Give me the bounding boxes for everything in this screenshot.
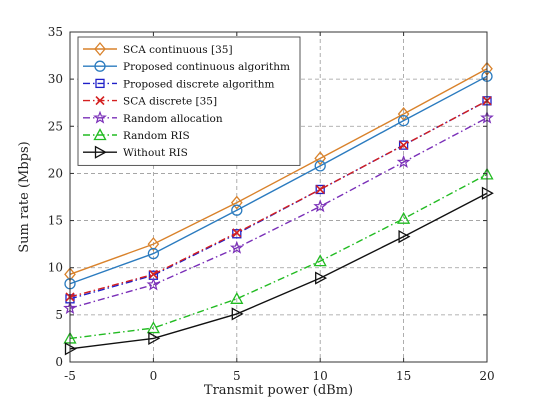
legend-label: Proposed discrete algorithm (123, 78, 274, 90)
series-line (69, 75, 488, 285)
data-point (146, 277, 161, 291)
series-line (69, 117, 488, 309)
series-line (69, 68, 488, 275)
y-tick-label: 20 (48, 166, 63, 180)
data-point (315, 184, 325, 195)
y-tick-label: 30 (48, 72, 63, 86)
y-axis-title: Sum rate (Mbps) (17, 141, 32, 253)
legend-marker (94, 41, 106, 57)
legend-label: Without RIS (123, 147, 188, 159)
data-point (398, 140, 409, 150)
y-tick-label: 35 (48, 25, 63, 39)
plot-frame (69, 31, 488, 363)
data-point (314, 151, 327, 166)
data-point (398, 230, 411, 244)
legend-label: Proposed continuous algorithm (123, 61, 290, 73)
y-tick-label: 15 (48, 214, 63, 228)
series-5 (63, 167, 494, 344)
data-point (232, 229, 242, 239)
data-point (231, 307, 244, 321)
legend-label: SCA continuous [35] (123, 44, 233, 56)
series-line (69, 100, 488, 298)
legend-marker (94, 60, 106, 72)
x-tick-label: 10 (313, 369, 328, 383)
x-tick-label: 0 (150, 369, 158, 383)
x-tick-label: 5 (233, 369, 241, 383)
data-point (229, 240, 244, 254)
data-point (315, 184, 325, 195)
legend-entry: SCA continuous [35] (83, 41, 233, 57)
data-point (397, 211, 411, 224)
data-point (146, 321, 160, 334)
legend-entry: Proposed continuous algorithm (83, 60, 290, 73)
x-axis-title: Transmit power (dBm) (204, 383, 353, 398)
series-line (69, 192, 488, 350)
legend-label: Random allocation (123, 113, 223, 125)
grid (70, 32, 487, 362)
y-tick-label: 25 (48, 119, 63, 133)
legend: SCA continuous [35] Proposed continuous a… (77, 36, 301, 166)
data-point (315, 271, 328, 285)
x-tick-label: 20 (479, 369, 494, 383)
data-point (148, 269, 158, 279)
series-0 (64, 61, 493, 282)
legend-entry: Proposed discrete algorithm (83, 78, 274, 90)
y-tick-label: 10 (48, 261, 63, 275)
legend-entry: Random RIS (83, 128, 190, 142)
y-tick-label: 5 (55, 308, 63, 322)
y-tick-label: 0 (55, 355, 63, 369)
legend-entry: SCA discrete [35] (83, 96, 217, 108)
data-point (313, 254, 327, 267)
legend-label: Random RIS (123, 130, 190, 142)
data-point (396, 154, 411, 168)
legend-label: SCA discrete [35] (123, 96, 217, 108)
legend-marker (95, 96, 105, 106)
data-point (230, 195, 243, 210)
data-point (230, 291, 244, 304)
x-tick-label: 15 (396, 369, 411, 383)
data-point (147, 247, 160, 260)
legend-entry: Without RIS (83, 145, 188, 159)
data-point (232, 228, 242, 238)
legend-entry: Random allocation (83, 110, 223, 125)
data-point (397, 114, 410, 127)
legend-marker (93, 128, 107, 141)
legend-marker (95, 78, 105, 89)
data-point (314, 160, 326, 172)
data-point (231, 204, 243, 216)
data-point (313, 199, 328, 213)
data-point (399, 140, 409, 150)
data-point (147, 237, 160, 252)
x-tick-label: -5 (64, 369, 76, 383)
data-point (148, 331, 161, 346)
series-line (69, 173, 488, 340)
legend-marker (94, 145, 107, 159)
series-6 (64, 186, 494, 356)
legend-marker (93, 110, 107, 124)
